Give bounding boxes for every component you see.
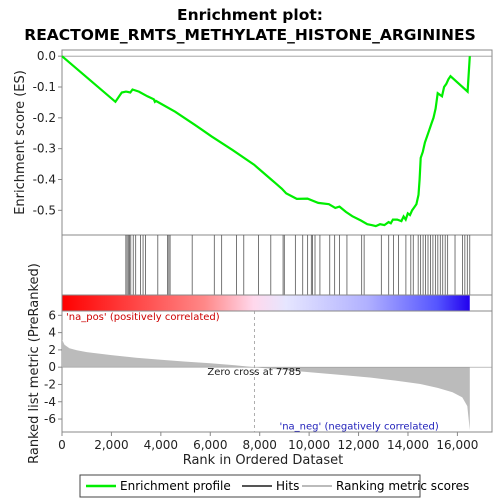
x-tick-label: 12,000 (338, 438, 380, 452)
hits-panel-frame (61, 234, 493, 296)
pos-correlated-label: 'na_pos' (positively correlated) (66, 312, 220, 323)
metric-y-tick-label: -6 (44, 412, 56, 426)
x-tick-label: 6,000 (193, 438, 227, 452)
x-tick-label: 14,000 (387, 438, 429, 452)
es-y-tick-label: -0.4 (33, 173, 56, 187)
es-y-tick-label: -0.3 (33, 142, 56, 156)
zero-cross-label: Zero cross at 7785 (207, 367, 301, 378)
x-tick-label: 2,000 (94, 438, 128, 452)
ranking-metric-area (62, 339, 470, 431)
legend-label-hits: Hits (276, 479, 299, 493)
neg-correlated-label: 'na_neg' (negatively correlated) (279, 421, 438, 432)
metric-y-tick-label: -4 (44, 395, 56, 409)
chart-layer: 0.0 -0.1 -0.2 -0.3 -0.4 -0.5 Enrichment score … (13, 49, 493, 498)
plot-title-line1: Enrichment plot: (177, 6, 323, 24)
es-y-tick-label: -0.2 (33, 111, 56, 125)
rank-color-band (62, 295, 470, 311)
metric-y-tick-label: 6 (48, 308, 56, 322)
es-y-tick-label: -0.1 (33, 80, 56, 94)
x-tick-label: 16,000 (436, 438, 478, 452)
legend-label-ranking-metric: Ranking metric scores (336, 479, 469, 493)
es-panel-frame (61, 49, 493, 236)
es-y-tick-label: 0.0 (37, 49, 56, 63)
metric-y-axis-label: Ranked list metric (PreRanked) (27, 263, 42, 464)
x-tick-label: 10,000 (288, 438, 330, 452)
legend-label-enrichment-profile: Enrichment profile (120, 479, 231, 493)
plot-title-line2: REACTOME_RMTS_METHYLATE_HISTONE_ARGININE… (24, 26, 475, 44)
x-tick-label: 8,000 (243, 438, 277, 452)
x-tick-label: 4,000 (144, 438, 178, 452)
x-tick-label: 0 (58, 438, 66, 452)
x-axis-label: Rank in Ordered Dataset (183, 453, 344, 468)
enrichment-profile-line (61, 55, 471, 228)
metric-y-tick-label: 0 (48, 360, 56, 374)
es-y-axis-label: Enrichment score (ES) (13, 70, 28, 215)
metric-y-tick-label: 2 (48, 343, 56, 357)
metric-y-tick-label: 4 (48, 326, 56, 340)
es-y-tick-label: -0.5 (33, 203, 56, 217)
metric-y-tick-label: -2 (44, 377, 56, 391)
